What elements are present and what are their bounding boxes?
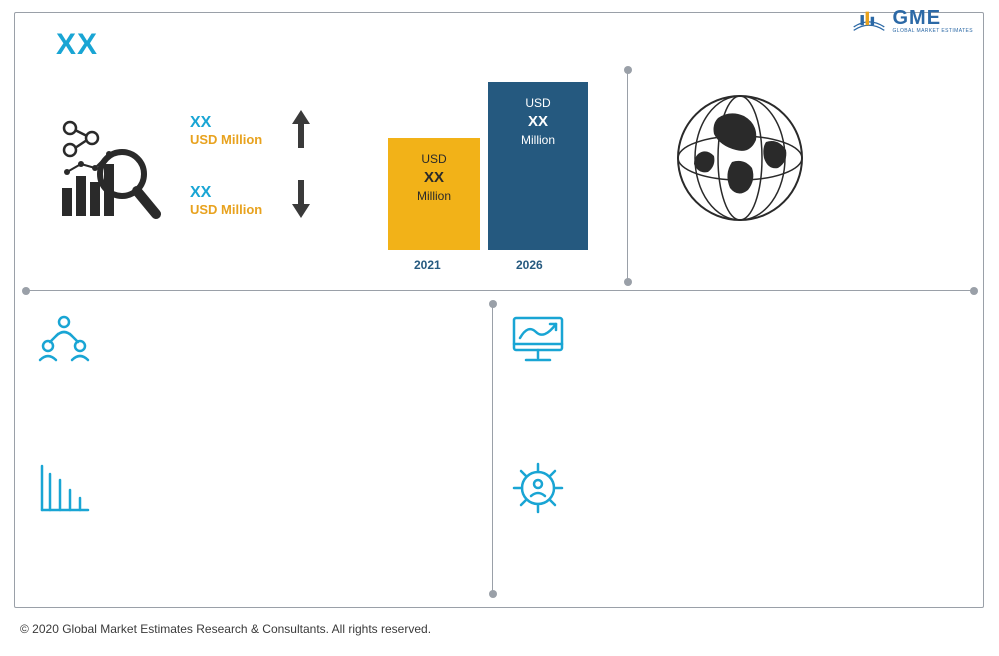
bar1-value: XX bbox=[388, 169, 480, 186]
arrow-up-icon bbox=[292, 110, 310, 148]
trend-monitor-icon bbox=[510, 312, 566, 368]
metric-down-value: XX bbox=[190, 184, 262, 202]
bar1-million: Million bbox=[388, 189, 480, 203]
metric-down: XX USD Million bbox=[190, 184, 262, 217]
target-audience-icon bbox=[510, 460, 566, 516]
market-research-icon bbox=[52, 116, 162, 226]
metric-down-unit: USD Million bbox=[190, 202, 262, 217]
top-section: XX USD Million XX USD Million USD XX Mil… bbox=[30, 70, 968, 280]
metric-up: XX USD Million bbox=[190, 114, 262, 147]
key-players-icon bbox=[36, 312, 92, 368]
bar2-usd: USD bbox=[488, 96, 588, 110]
horizontal-divider bbox=[26, 290, 974, 291]
arrow-down-icon bbox=[292, 180, 310, 218]
logo-text: GME bbox=[892, 8, 973, 28]
bar-2021: USD XX Million bbox=[388, 138, 480, 250]
bar1-usd: USD bbox=[388, 152, 480, 166]
globe-icon bbox=[670, 88, 810, 228]
copyright-text: © 2020 Global Market Estimates Research … bbox=[20, 622, 431, 636]
market-size-bars: USD XX Million USD XX Million 2021 2026 bbox=[370, 70, 602, 270]
bar2-value: XX bbox=[488, 113, 588, 130]
bar-2026: USD XX Million bbox=[488, 82, 588, 250]
logo-subtext: GLOBAL MARKET ESTIMATES bbox=[892, 28, 973, 34]
metric-up-value: XX bbox=[190, 114, 262, 132]
bar2-million: Million bbox=[488, 133, 588, 147]
logo-mark-icon bbox=[852, 8, 886, 34]
logo: GME GLOBAL MARKET ESTIMATES bbox=[852, 8, 973, 34]
bar-chart-icon bbox=[36, 460, 92, 516]
top-vertical-divider bbox=[627, 70, 628, 282]
cagr-value: XX bbox=[56, 28, 98, 62]
metric-up-unit: USD Million bbox=[190, 132, 262, 147]
bar1-year: 2021 bbox=[414, 258, 441, 272]
bar2-year: 2026 bbox=[516, 258, 543, 272]
bottom-vertical-divider bbox=[492, 304, 493, 594]
